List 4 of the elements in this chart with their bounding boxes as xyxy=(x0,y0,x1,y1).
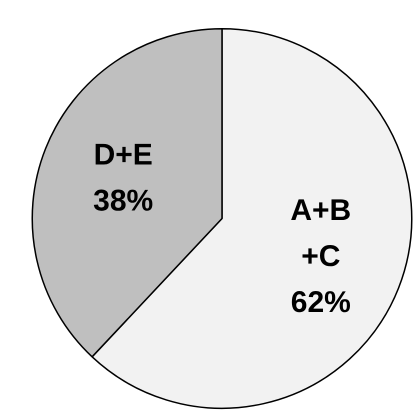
data-label: 62% xyxy=(290,286,351,319)
slice-label: A+B +C xyxy=(290,194,352,273)
data-label: 38% xyxy=(93,184,154,218)
slice-label: D+E xyxy=(94,138,153,172)
